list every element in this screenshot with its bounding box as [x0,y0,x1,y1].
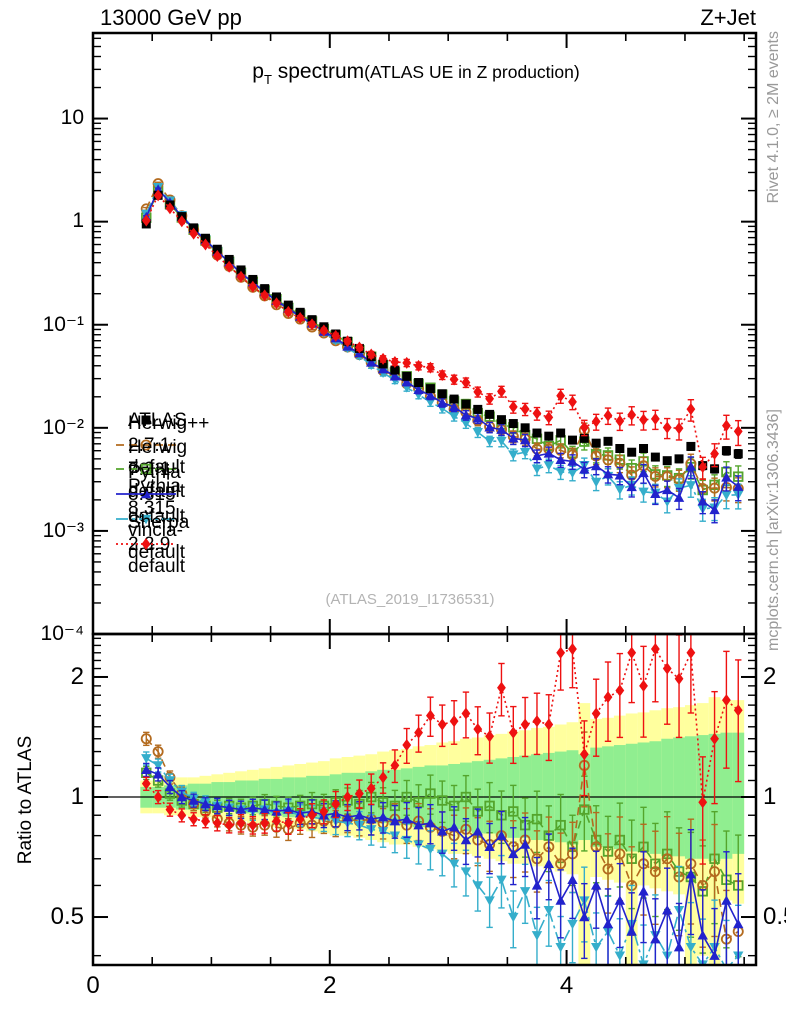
legend-marker-square-open [116,464,176,475]
ratio-tick-label-left: 2 [70,662,84,690]
ratio-tick-label-right: 2 [763,662,777,690]
plot-title-analysis: (ATLAS UE in Z production) [364,62,580,82]
legend-item: Herwig 7.2.1 default [115,437,187,502]
x-axis-tick-label: 2 [323,972,337,999]
x-axis-tick-label: 4 [559,972,574,999]
ratio-series-Sherpa 2.2.9 default [141,634,743,865]
ratio-tick-label-left: 1 [70,783,84,810]
legend-label: Pythia 8.315 default [128,462,186,528]
legend-marker-circle-open [116,439,176,451]
legend-item: Herwig++ 2.7.1 default [115,413,209,478]
legend-item: ATLAS [115,410,187,432]
legend-marker-triangle-down-filled [116,514,176,524]
spectrum-series-ATLAS [141,190,743,474]
plot-title-observable: pT spectrum [252,60,365,87]
ratio-tick-label-right: 1 [763,783,777,810]
legend-label: Pythia 8.315 vincia-default [128,475,186,563]
legend-marker-triangle-up-filled [116,488,176,499]
ratio-tick-label-left: 0.5 [50,903,84,931]
mcplots-arxiv-note: mcplots.cern.ch [arXiv:1306.3436] [765,409,782,651]
spectrum-series-Sherpa 2.2.9 default [141,189,743,480]
legend-item: Pythia 8.315 vincia-default [115,476,185,563]
y-axis-tick-label-top: 10⁻¹ [42,312,84,336]
y-axis-tick-label-top: 10 [60,105,84,129]
legend-label: ATLAS [128,410,187,431]
legend-marker-diamond-filled [116,537,176,550]
y-axis-tick-label-top: 10⁻⁴ [40,622,84,645]
legend-marker-square-filled [141,415,151,425]
process-label: Z+Jet [700,5,756,30]
legend-item: Sherpa 2.2.9 default [115,512,189,577]
y-axis-tick-label-top: 10⁻² [42,415,84,439]
axis-ticks [93,33,756,965]
plot-title: pT spectrum(ATLAS UE in Z production) [93,60,739,87]
green-band [732,732,745,854]
y-axis-tick-label-top: 10⁻³ [42,518,84,542]
analysis-id-watermark: (ATLAS_2019_I1736531) [325,591,495,608]
legend-item: Pythia 8.315 default [115,462,185,527]
legend-label: Herwig++ 2.7.1 default [128,412,210,478]
main-panel-frame [91,31,758,636]
legend-label: Sherpa 2.2.9 default [128,511,190,577]
ratio-tick-label-right: 0.5 [763,903,786,931]
green-band [720,732,733,859]
ratio-series-Pythia 8.315 default [141,762,744,965]
x-axis-tick-label: 0 [86,972,100,999]
plot-title-subscript: T [263,71,272,87]
rivet-version-note: Rivet 4.1.0, ≥ 2M events [765,31,782,204]
beam-energy-label: 13000 GeV pp [100,5,242,30]
y-axis-tick-label-top: 1 [72,208,84,232]
ratio-panel-frame [91,632,758,967]
